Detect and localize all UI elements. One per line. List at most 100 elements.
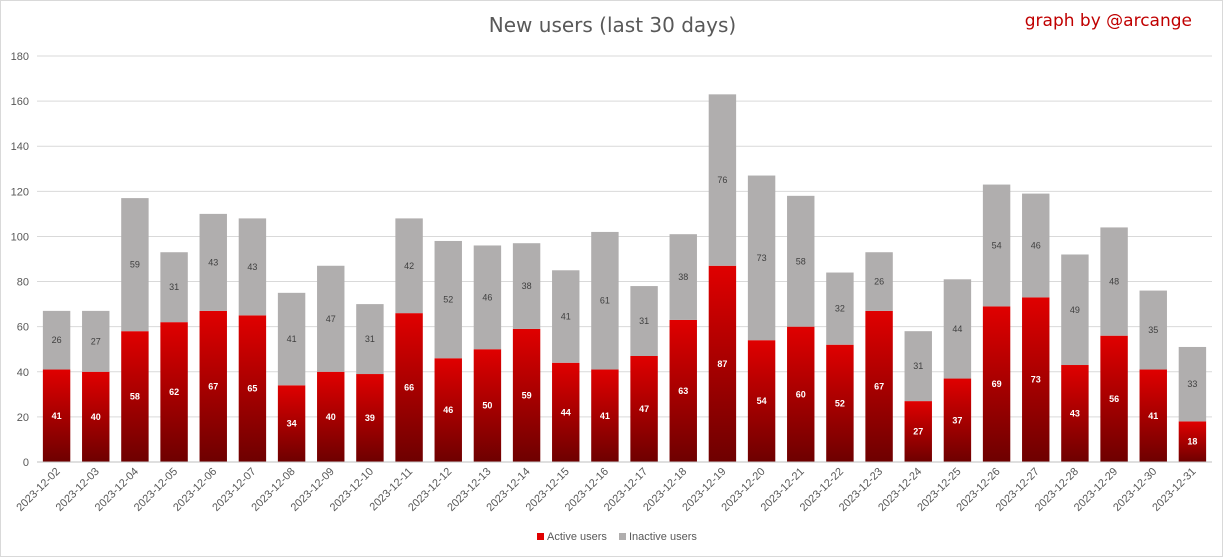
data-label-active: 73 xyxy=(1031,375,1041,385)
data-label-inactive: 49 xyxy=(1070,305,1080,315)
bar-active xyxy=(630,355,658,462)
bar-inactive xyxy=(82,310,110,372)
data-label-active: 34 xyxy=(287,419,297,429)
bar-inactive xyxy=(199,213,227,311)
data-label-active: 40 xyxy=(91,412,101,422)
data-label-active: 41 xyxy=(1148,411,1158,421)
data-label-active: 62 xyxy=(169,387,179,397)
data-label-active: 56 xyxy=(1109,394,1119,404)
data-label-active: 52 xyxy=(835,398,845,408)
bar-inactive xyxy=(982,184,1011,307)
bar-active xyxy=(943,378,972,462)
bar-active xyxy=(42,369,71,462)
data-label-inactive: 31 xyxy=(169,282,179,292)
bar-inactive xyxy=(591,231,619,370)
bar-inactive xyxy=(630,286,658,356)
data-label-inactive: 46 xyxy=(1031,240,1041,250)
bar-inactive xyxy=(121,198,149,332)
data-label-inactive: 44 xyxy=(952,324,962,334)
bar-inactive xyxy=(160,252,188,323)
bar-inactive xyxy=(356,304,384,375)
data-label-active: 54 xyxy=(757,396,767,406)
data-label-active: 63 xyxy=(678,386,688,396)
data-label-inactive: 32 xyxy=(835,304,845,314)
bar-active xyxy=(82,371,110,462)
bar-inactive xyxy=(865,252,893,311)
data-label-inactive: 26 xyxy=(874,277,884,287)
data-label-active: 66 xyxy=(404,383,414,393)
data-label-active: 46 xyxy=(443,405,453,415)
y-tick-label: 60 xyxy=(17,322,29,334)
x-axis: 2023-12-022023-12-032023-12-042023-12-05… xyxy=(14,461,1212,514)
credit-label: graph by @arcange xyxy=(1024,11,1192,31)
y-tick-label: 100 xyxy=(11,231,29,243)
bar-inactive xyxy=(708,94,737,266)
bar-inactive xyxy=(787,195,815,327)
bar-active xyxy=(512,328,541,462)
data-label-inactive: 54 xyxy=(992,240,1002,250)
data-label-active: 67 xyxy=(874,381,884,391)
data-label-inactive: 31 xyxy=(639,316,649,326)
bar-inactive xyxy=(747,175,776,341)
data-label-inactive: 27 xyxy=(91,336,101,346)
bar-inactive xyxy=(826,272,854,345)
bar-active xyxy=(826,344,854,462)
data-label-active: 41 xyxy=(600,411,610,421)
data-label-inactive: 42 xyxy=(404,261,414,271)
bar-active xyxy=(747,340,776,462)
data-label-inactive: 73 xyxy=(757,253,767,263)
data-label-inactive: 35 xyxy=(1148,325,1158,335)
data-label-inactive: 59 xyxy=(130,260,140,270)
data-label-active: 44 xyxy=(561,407,571,417)
data-label-active: 65 xyxy=(247,384,257,394)
bar-active xyxy=(238,315,267,462)
bar-inactive xyxy=(669,234,697,320)
bar-active xyxy=(1061,365,1089,462)
data-label-inactive: 31 xyxy=(365,334,375,344)
data-label-inactive: 31 xyxy=(913,361,923,371)
data-label-inactive: 46 xyxy=(482,292,492,302)
y-tick-label: 40 xyxy=(17,367,29,379)
legend: Active users Inactive users xyxy=(537,531,697,543)
bar-active xyxy=(160,322,188,462)
data-label-inactive: 26 xyxy=(52,335,62,345)
legend-swatch-active xyxy=(537,533,544,540)
data-label-active: 60 xyxy=(796,389,806,399)
bar-active xyxy=(669,319,697,462)
bar-inactive xyxy=(42,310,71,370)
data-label-inactive: 61 xyxy=(600,296,610,306)
bar-active xyxy=(199,310,227,462)
bar-inactive xyxy=(434,240,462,359)
y-tick-label: 80 xyxy=(17,277,29,289)
y-tick-label: 180 xyxy=(11,51,29,63)
data-label-inactive: 38 xyxy=(678,272,688,282)
bar-active xyxy=(1178,421,1207,462)
data-label-active: 87 xyxy=(717,359,727,369)
bar-active xyxy=(591,369,619,462)
bars: 41 26 40 27 58 59 62 31 67 43 65 43 34 41 40 47 39 31 66 42… xyxy=(42,94,1207,462)
bar-active xyxy=(787,326,815,462)
legend-label-active: Active users xyxy=(547,531,607,543)
bar-active xyxy=(317,371,345,462)
data-label-active: 47 xyxy=(639,404,649,414)
bar-active xyxy=(121,331,149,462)
bar-inactive xyxy=(317,265,345,372)
bar-active xyxy=(1022,297,1050,462)
bar-active xyxy=(434,358,462,462)
data-label-inactive: 52 xyxy=(443,295,453,305)
bar-inactive xyxy=(1061,254,1089,366)
y-tick-label: 120 xyxy=(11,186,29,198)
data-label-inactive: 43 xyxy=(208,257,218,267)
bar-inactive xyxy=(1100,227,1128,336)
bar-inactive xyxy=(238,218,267,316)
y-tick-label: 0 xyxy=(23,457,29,469)
bar-inactive xyxy=(943,279,972,379)
data-label-active: 39 xyxy=(365,413,375,423)
bar-active xyxy=(473,349,502,462)
bar-inactive xyxy=(904,331,932,402)
data-label-inactive: 41 xyxy=(287,334,297,344)
y-tick-label: 160 xyxy=(11,96,29,108)
bar-inactive xyxy=(1178,346,1207,422)
data-label-active: 59 xyxy=(522,390,532,400)
